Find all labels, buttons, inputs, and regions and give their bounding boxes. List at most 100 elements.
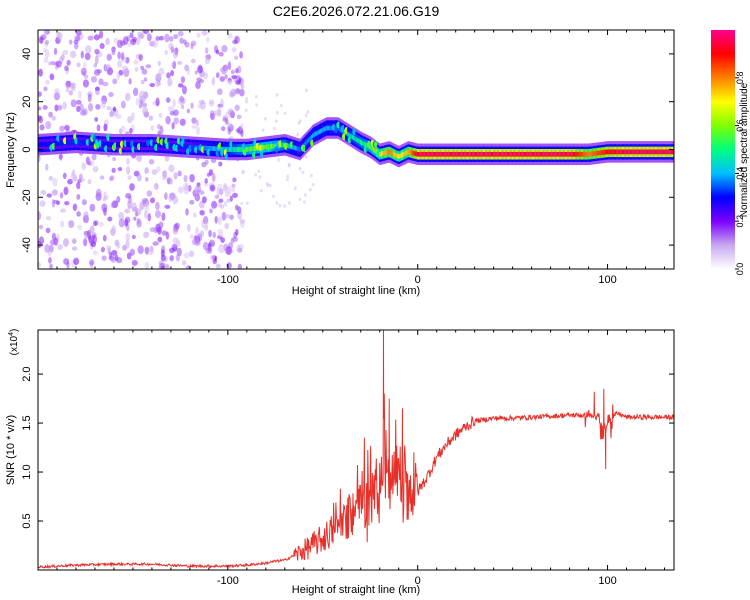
ridge-cell xyxy=(83,140,85,146)
ridge-cell xyxy=(527,151,529,157)
noise-speckle xyxy=(309,173,313,178)
ridge-cell xyxy=(548,151,551,157)
noise-speckle xyxy=(201,196,207,204)
noise-speckle xyxy=(199,209,205,216)
noise-speckle xyxy=(237,263,243,269)
ridge-cell xyxy=(632,149,634,155)
noise-speckle xyxy=(234,55,239,60)
noise-speckle xyxy=(218,188,224,196)
noise-speckle xyxy=(94,86,100,91)
ridge-cell xyxy=(481,151,484,157)
colorbar-label: Normalized spectral amplitude xyxy=(739,82,750,217)
noise-speckle xyxy=(110,201,116,209)
ridge-cell xyxy=(249,146,251,152)
ridge-cell xyxy=(70,140,72,146)
ridge-cell xyxy=(293,145,296,151)
noise-speckle xyxy=(244,108,248,113)
ridge-cell xyxy=(601,150,603,155)
ridge-cell xyxy=(252,146,255,152)
noise-speckle xyxy=(283,111,287,116)
noise-speckle xyxy=(50,61,56,66)
noise-speckle xyxy=(85,45,92,54)
ridge-cell xyxy=(427,151,429,157)
ridge-cell xyxy=(319,128,322,134)
ridge-cell xyxy=(416,151,419,157)
noise-speckle xyxy=(170,70,175,77)
noise-speckle xyxy=(177,186,184,194)
noise-speckle xyxy=(146,33,152,42)
ridge-cell xyxy=(457,151,460,157)
noise-speckle xyxy=(236,114,242,120)
noise-speckle xyxy=(182,85,187,95)
ridge-cell xyxy=(666,149,668,155)
noise-speckle xyxy=(158,112,163,118)
noise-speckle xyxy=(138,103,143,109)
noise-speckle xyxy=(125,240,130,249)
noise-speckle xyxy=(215,263,221,269)
noise-speckle xyxy=(183,174,188,183)
ridge-cell xyxy=(648,149,650,155)
noise-speckle xyxy=(128,78,132,85)
noise-speckle xyxy=(45,80,50,85)
noise-speckle xyxy=(277,158,281,162)
noise-speckle xyxy=(169,255,174,262)
ridge-cell xyxy=(523,151,526,157)
noise-speckle xyxy=(204,57,210,65)
ridge-cell xyxy=(371,145,373,151)
noise-speckle xyxy=(161,173,168,181)
noise-speckle xyxy=(210,254,216,261)
ridge-cell xyxy=(251,146,254,152)
ridge-cell xyxy=(207,145,209,151)
noise-speckle xyxy=(44,243,51,253)
noise-speckle xyxy=(59,192,64,199)
ridge-cell xyxy=(430,151,432,157)
noise-speckle xyxy=(227,32,233,39)
ridge-cell xyxy=(186,144,189,150)
noise-speckle xyxy=(189,234,194,239)
noise-speckle xyxy=(227,121,232,127)
ridge-cell xyxy=(476,151,478,157)
noise-speckle xyxy=(206,36,210,43)
x-tick-label: 0 xyxy=(415,575,421,587)
ridge-cell xyxy=(625,149,627,155)
snr-y-label: SNR (10 * v/v) xyxy=(5,415,17,485)
ridge-cell xyxy=(404,151,406,157)
noise-speckle xyxy=(231,47,237,53)
noise-speckle xyxy=(240,220,245,228)
ridge-cell xyxy=(664,149,666,155)
ridge-cell xyxy=(650,149,652,155)
ridge-cell xyxy=(635,149,637,155)
ridge-cell xyxy=(489,151,492,157)
ridge-cell xyxy=(133,142,135,148)
noise-speckle xyxy=(152,241,159,246)
colorbar-ramp xyxy=(711,30,735,269)
ridge-cell xyxy=(325,125,328,131)
noise-speckle xyxy=(121,65,128,71)
ridge-cell xyxy=(135,142,137,148)
noise-speckle xyxy=(232,39,238,45)
ridge-cell xyxy=(581,151,584,157)
noise-speckle xyxy=(89,225,95,234)
noise-speckle xyxy=(144,246,150,255)
noise-speckle xyxy=(60,220,65,228)
noise-speckle xyxy=(164,204,171,209)
ridge-cell xyxy=(563,151,566,157)
ridge-cell xyxy=(433,151,436,157)
ridge-cell xyxy=(438,151,440,157)
ridge-cell xyxy=(384,150,387,156)
ridge-cell xyxy=(79,140,82,145)
ridge-cell xyxy=(605,149,608,155)
noise-speckle xyxy=(106,106,112,111)
ridge-cell xyxy=(487,151,489,157)
noise-speckle xyxy=(164,192,168,200)
ridge-cell xyxy=(61,140,63,146)
noise-speckle xyxy=(94,55,99,65)
noise-speckle xyxy=(116,196,121,203)
noise-speckle xyxy=(145,64,152,69)
noise-speckle xyxy=(83,211,89,220)
noise-speckle xyxy=(183,252,190,259)
ridge-cell xyxy=(515,151,518,157)
noise-speckle xyxy=(138,53,143,61)
ridge-cell xyxy=(586,151,588,157)
noise-speckle xyxy=(197,103,203,109)
